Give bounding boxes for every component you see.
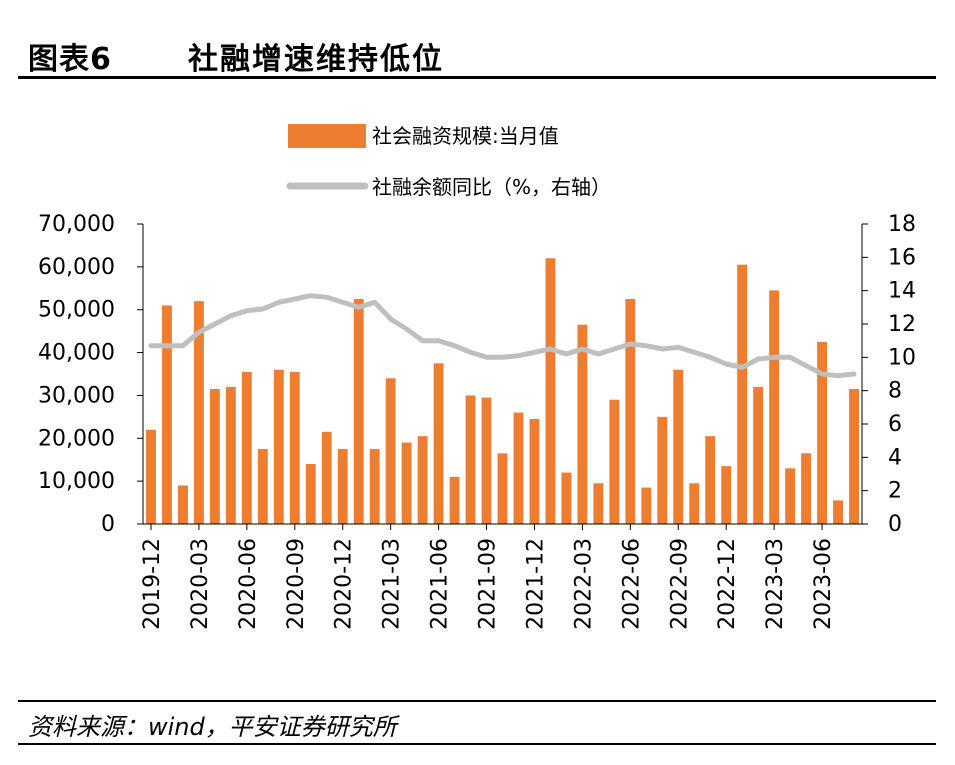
footer-top-rule — [18, 700, 936, 702]
figure-header: 图表6 社融增速维持低位 — [18, 28, 938, 78]
bar — [833, 500, 843, 524]
left-axis-tick-label: 30,000 — [38, 383, 115, 408]
x-axis-tick-label: 2022-12 — [715, 538, 740, 630]
bar — [417, 436, 428, 524]
left-axis-tick-label: 10,000 — [38, 469, 115, 494]
legend: 社会融资规模:当月值 社融余额同比（%，右轴） — [286, 124, 611, 199]
right-axis-tick-label: 12 — [888, 312, 916, 337]
left-axis-tick-label: 40,000 — [38, 341, 115, 366]
right-axis-tick-label: 8 — [888, 379, 902, 404]
left-axis-tick-label: 0 — [101, 512, 115, 537]
bar — [689, 483, 700, 524]
bar — [289, 371, 300, 524]
x-axis-tick-label: 2020-06 — [236, 538, 261, 630]
bar — [177, 485, 188, 524]
bar — [369, 449, 380, 524]
bar — [209, 389, 220, 524]
right-axis-tick-label: 10 — [888, 345, 916, 370]
right-axis-tick-label: 4 — [888, 445, 902, 470]
bar — [273, 369, 284, 524]
bar — [577, 324, 588, 524]
x-axis-tick-label: 2020-03 — [188, 538, 213, 630]
x-axis-tick-label: 2020-09 — [284, 538, 309, 630]
bar — [641, 487, 652, 524]
bar — [146, 429, 156, 524]
line-series — [148, 293, 857, 379]
legend-line-label: 社融余额同比（%，右轴） — [372, 175, 611, 199]
bar — [513, 412, 524, 524]
x-axis-tick-label: 2022-06 — [619, 538, 644, 630]
x-axis-tick-label: 2022-03 — [571, 538, 596, 630]
source-note: 资料来源：wind，平安证券研究所 — [28, 713, 397, 741]
bar — [705, 436, 716, 524]
bar — [721, 466, 732, 524]
x-axis-tick-label: 2021-06 — [428, 538, 453, 630]
bar — [497, 453, 508, 524]
bar — [609, 399, 620, 524]
bar — [657, 416, 668, 524]
right-axis-tick-label: 6 — [888, 412, 902, 437]
bar — [801, 453, 812, 524]
bar — [401, 442, 412, 524]
figure-label: 图表6 — [28, 42, 112, 77]
bar — [673, 369, 684, 524]
bar — [385, 378, 396, 524]
legend-bar-label: 社会融资规模:当月值 — [372, 124, 559, 148]
bar — [625, 299, 636, 524]
bar — [305, 464, 316, 524]
x-axis-tick-label: 2021-12 — [524, 538, 549, 630]
x-axis-tick-label: 2021-03 — [380, 538, 405, 630]
right-axis-tick-label: 16 — [888, 245, 916, 270]
bar — [162, 305, 172, 524]
x-axis-tick-label: 2020-12 — [332, 538, 357, 630]
figure-title: 社融增速维持低位 — [188, 42, 444, 77]
bar — [449, 476, 460, 524]
header-rule — [18, 76, 936, 79]
line-path — [148, 293, 857, 379]
bar — [753, 386, 764, 524]
bar — [817, 341, 828, 524]
left-axis-tick-label: 50,000 — [38, 298, 115, 323]
right-axis-tick-label: 0 — [888, 512, 902, 537]
x-axis-tick-label: 2021-09 — [476, 538, 501, 630]
bar — [465, 395, 476, 524]
bar — [545, 258, 556, 524]
bar — [481, 397, 492, 524]
left-axis-tick-label: 60,000 — [38, 255, 115, 280]
bar — [849, 389, 859, 524]
bar — [737, 264, 748, 524]
x-axis-tick-label: 2023-03 — [763, 538, 788, 630]
bar — [529, 419, 540, 524]
x-axis: 2019-12 2020-03 2020-06 2020-09 2020-12 2021-… — [140, 523, 862, 630]
bar — [321, 431, 332, 524]
bar — [193, 301, 204, 524]
bar — [257, 449, 268, 524]
right-axis-tick-label: 18 — [888, 212, 916, 237]
footer-bottom-rule — [18, 743, 936, 745]
bar — [785, 468, 796, 524]
right-axis-tick-label: 14 — [888, 279, 916, 304]
x-axis-tick-label: 2022-09 — [667, 538, 692, 630]
legend-bar-swatch — [288, 124, 366, 148]
bar — [561, 472, 572, 524]
bar — [433, 363, 444, 524]
bar — [593, 483, 604, 524]
bar — [769, 290, 780, 524]
x-axis-tick-label: 2023-06 — [811, 538, 836, 630]
bar — [241, 371, 252, 524]
bar-series — [146, 258, 859, 524]
left-axis-tick-label: 20,000 — [38, 426, 115, 451]
left-axis-tick-label: 70,000 — [38, 212, 115, 237]
x-axis-tick-label: 2019-12 — [140, 538, 165, 630]
right-axis: 0 2 4 6 8 10 12 14 16 18 — [861, 212, 916, 537]
bar — [353, 299, 364, 524]
bar — [225, 386, 236, 524]
bar — [337, 449, 348, 524]
left-axis: 0 10,000 20,000 30,000 40,000 50,000 60,000 70,… — [38, 212, 144, 537]
right-axis-tick-label: 2 — [888, 479, 902, 504]
chart: 社会融资规模:当月值 社融余额同比（%，右轴） 0 10,000 20,000 30,… — [38, 124, 916, 630]
